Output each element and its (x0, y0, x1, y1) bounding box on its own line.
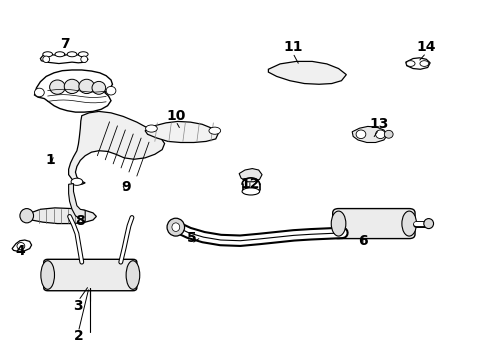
Text: 6: 6 (358, 234, 368, 248)
Text: 9: 9 (121, 180, 130, 194)
Ellipse shape (81, 56, 88, 63)
Text: 11: 11 (283, 40, 302, 54)
Ellipse shape (424, 219, 434, 229)
Text: 10: 10 (166, 109, 186, 123)
Ellipse shape (79, 79, 95, 94)
Ellipse shape (402, 211, 416, 236)
Text: 4: 4 (15, 244, 25, 258)
Ellipse shape (331, 211, 346, 236)
Ellipse shape (64, 79, 80, 94)
Polygon shape (27, 208, 97, 224)
FancyBboxPatch shape (44, 259, 137, 291)
Text: 14: 14 (416, 40, 436, 54)
Ellipse shape (167, 218, 185, 236)
Ellipse shape (406, 61, 415, 66)
Ellipse shape (20, 208, 33, 223)
Ellipse shape (49, 80, 65, 94)
Text: 8: 8 (75, 214, 85, 228)
Ellipse shape (209, 127, 221, 134)
Polygon shape (12, 240, 31, 251)
Ellipse shape (172, 223, 180, 231)
Polygon shape (40, 54, 88, 64)
Ellipse shape (55, 52, 65, 57)
Ellipse shape (34, 88, 44, 97)
Polygon shape (34, 70, 113, 112)
Ellipse shape (43, 56, 49, 63)
Text: 3: 3 (74, 299, 83, 313)
Text: 13: 13 (369, 117, 389, 131)
Ellipse shape (106, 86, 116, 95)
Text: 1: 1 (45, 153, 55, 167)
Ellipse shape (67, 52, 77, 57)
Text: 5: 5 (187, 231, 196, 245)
Ellipse shape (43, 52, 52, 57)
Ellipse shape (242, 188, 260, 195)
Ellipse shape (78, 52, 88, 57)
Polygon shape (269, 62, 346, 84)
Polygon shape (352, 126, 387, 143)
Ellipse shape (17, 243, 25, 249)
Polygon shape (406, 58, 430, 69)
Polygon shape (69, 111, 165, 184)
Ellipse shape (375, 130, 385, 139)
Ellipse shape (92, 81, 106, 94)
Ellipse shape (146, 125, 157, 132)
Ellipse shape (41, 261, 54, 289)
Polygon shape (69, 184, 85, 222)
Ellipse shape (126, 261, 140, 289)
Ellipse shape (356, 130, 366, 139)
Text: 12: 12 (240, 177, 260, 191)
Ellipse shape (420, 61, 429, 66)
Text: 7: 7 (60, 37, 70, 51)
Ellipse shape (71, 178, 83, 185)
FancyBboxPatch shape (333, 208, 415, 239)
Ellipse shape (384, 130, 393, 138)
Polygon shape (145, 121, 218, 143)
Polygon shape (239, 168, 262, 182)
Text: 2: 2 (74, 329, 83, 343)
